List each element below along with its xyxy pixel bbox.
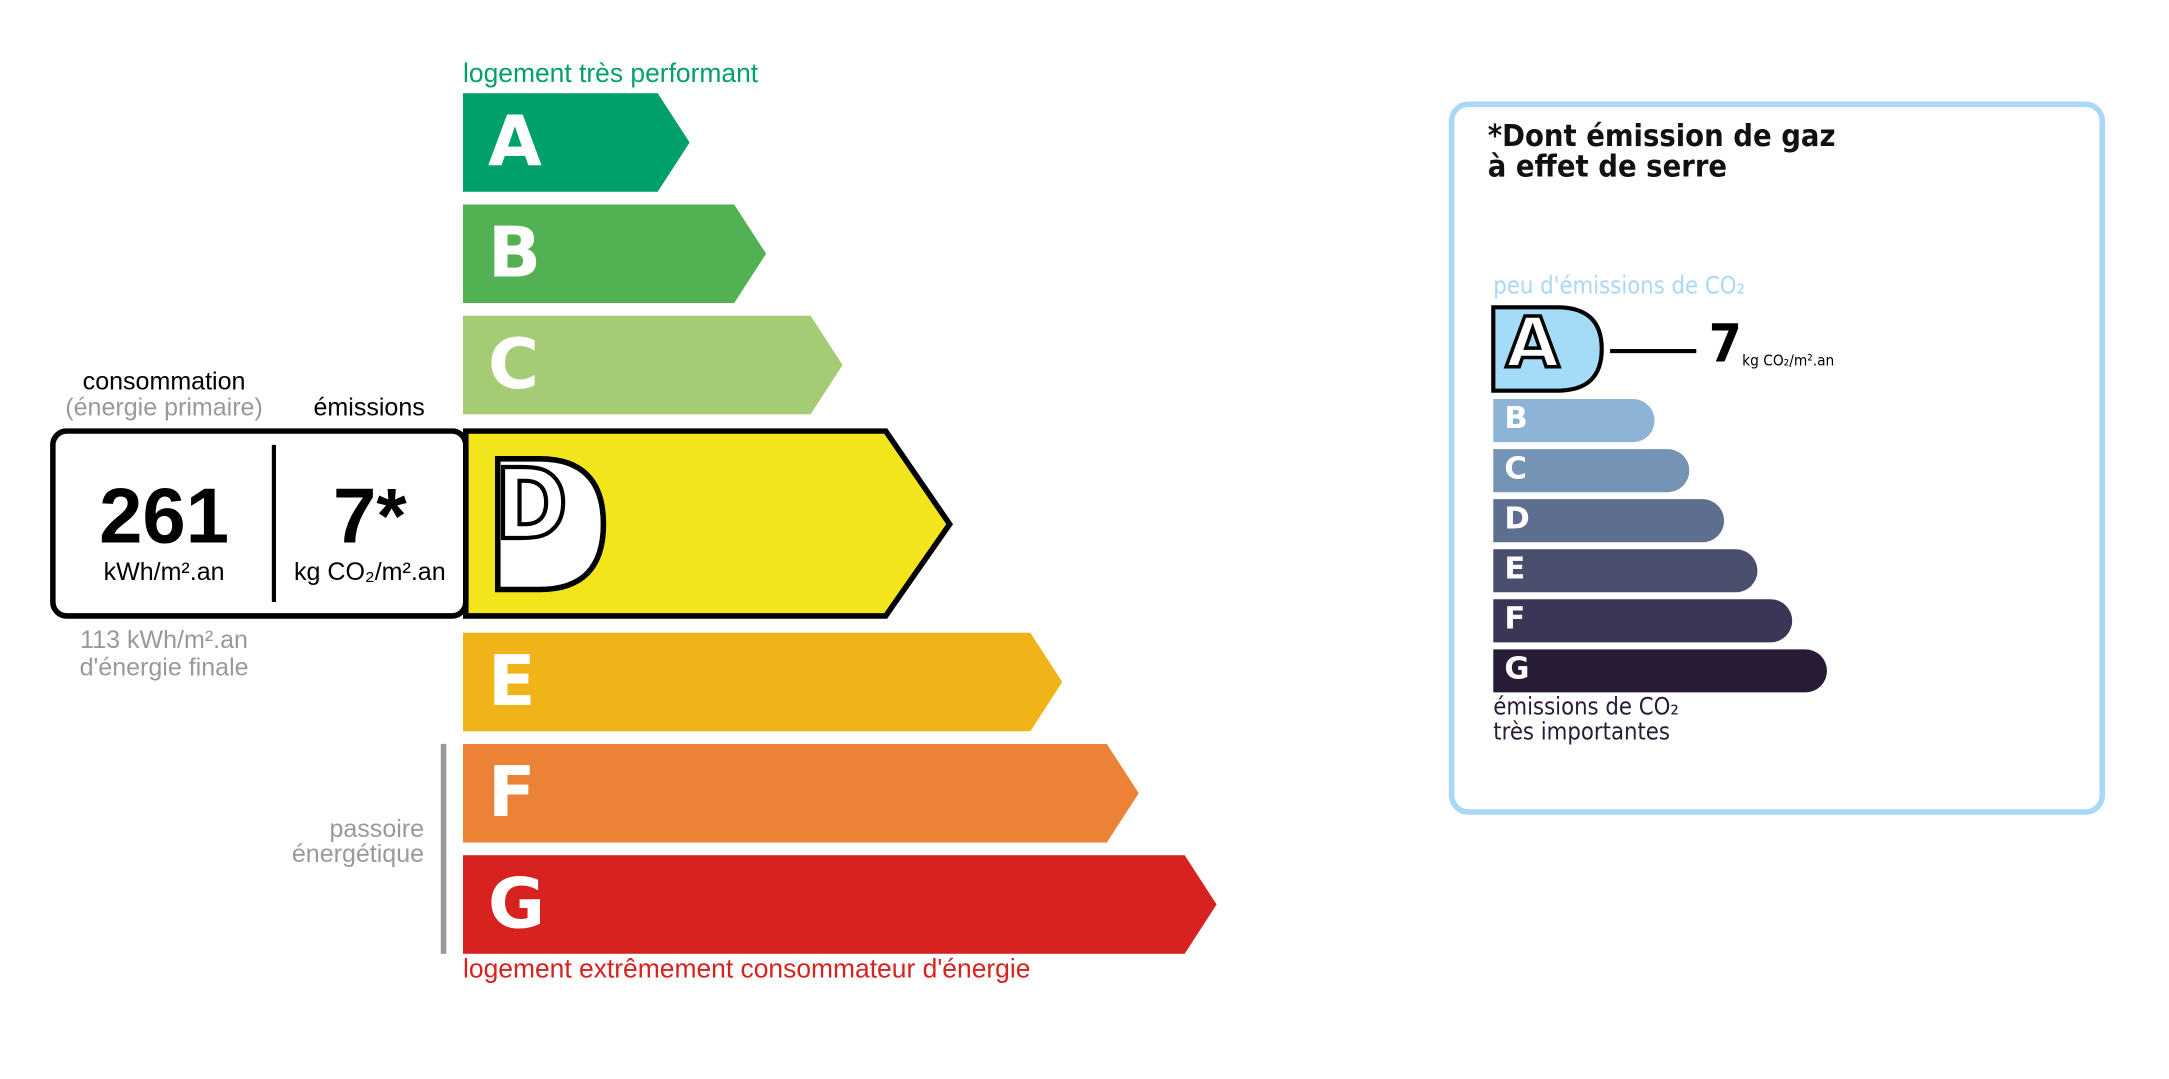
ges-bottom-caption: émissions de CO₂ très importantes	[1493, 695, 1679, 745]
ges-class-letter: D	[1504, 501, 1530, 537]
ges-top-caption: peu d'émissions de CO₂	[1493, 272, 1746, 301]
energy-class-letter: B	[488, 212, 542, 294]
ges-class-g-bar: G	[1493, 649, 1827, 693]
energy-class-a-bar: A	[463, 93, 690, 192]
energy-class-b-bar: B	[463, 204, 767, 304]
ges-panel	[1448, 101, 2106, 815]
ges-title-line-2: à effet de serre	[1487, 150, 1728, 185]
energy-class-letter: F	[488, 752, 536, 833]
energy-class-letter: C	[488, 323, 540, 405]
ges-class-letter: C	[1504, 451, 1527, 487]
energy-class-c-bar: C	[463, 315, 843, 415]
energy-class-letter: E	[488, 640, 536, 722]
final-energy-value: 113 kWh/m².an	[80, 625, 248, 654]
consumption-unit: kWh/m².an	[103, 557, 225, 586]
bottom-caption: logement extrêmement consommateur d'éner…	[463, 955, 1031, 985]
ges-unit: kg CO₂/m².an	[1742, 351, 1835, 370]
ges-class-letter: G	[1504, 652, 1530, 687]
energy-class-e-bar: E	[463, 632, 1063, 732]
value-box	[50, 428, 469, 619]
ges-value: 7	[1708, 312, 1742, 375]
top-caption: logement très performant	[463, 59, 759, 89]
passoire-label-1: passoire	[329, 814, 425, 843]
current-class-letter: D	[493, 447, 570, 562]
energy-class-g-bar: G	[463, 855, 1217, 954]
ges-class-e-bar: E	[1493, 549, 1759, 593]
passoire-bracket	[440, 743, 447, 954]
ges-bottom-caption-2: très importantes	[1493, 718, 1670, 747]
energy-class-letter: A	[488, 101, 542, 183]
ges-title: *Dont émission de gaz à effet de serre	[1488, 122, 1836, 183]
ges-class-letter: F	[1504, 602, 1526, 637]
ges-class-f-bar: F	[1493, 599, 1793, 643]
current-class-marker	[50, 428, 954, 619]
consumption-subheader: (énergie primaire)	[65, 393, 263, 422]
ges-class-letter: B	[1504, 401, 1528, 437]
energy-class-letter: G	[488, 863, 546, 945]
ges-pointer-line	[1610, 348, 1697, 354]
emissions-unit: kg CO₂/m².an	[294, 557, 446, 586]
ges-current-badge	[1491, 305, 1604, 393]
consumption-value: 261	[99, 471, 230, 559]
consumption-header: consommation	[82, 367, 246, 395]
ges-class-b-bar: B	[1493, 399, 1655, 443]
ges-current-letter: A	[1504, 303, 1561, 384]
energy-class-f-bar: F	[463, 743, 1139, 843]
class-d-badge	[494, 456, 607, 593]
passoire-label-2: énergétique	[291, 839, 425, 868]
emissions-value: 7*	[333, 471, 407, 559]
ges-title-line-1: *Dont émission de gaz	[1487, 119, 1836, 155]
ges-class-c-bar: C	[1493, 449, 1690, 493]
final-energy-label: d'énergie finale	[79, 653, 249, 682]
ges-class-letter: E	[1504, 551, 1526, 587]
emissions-header: émissions	[313, 393, 425, 422]
ges-bottom-caption-1: émissions de CO₂	[1493, 693, 1679, 722]
ges-class-d-bar: D	[1493, 499, 1724, 543]
